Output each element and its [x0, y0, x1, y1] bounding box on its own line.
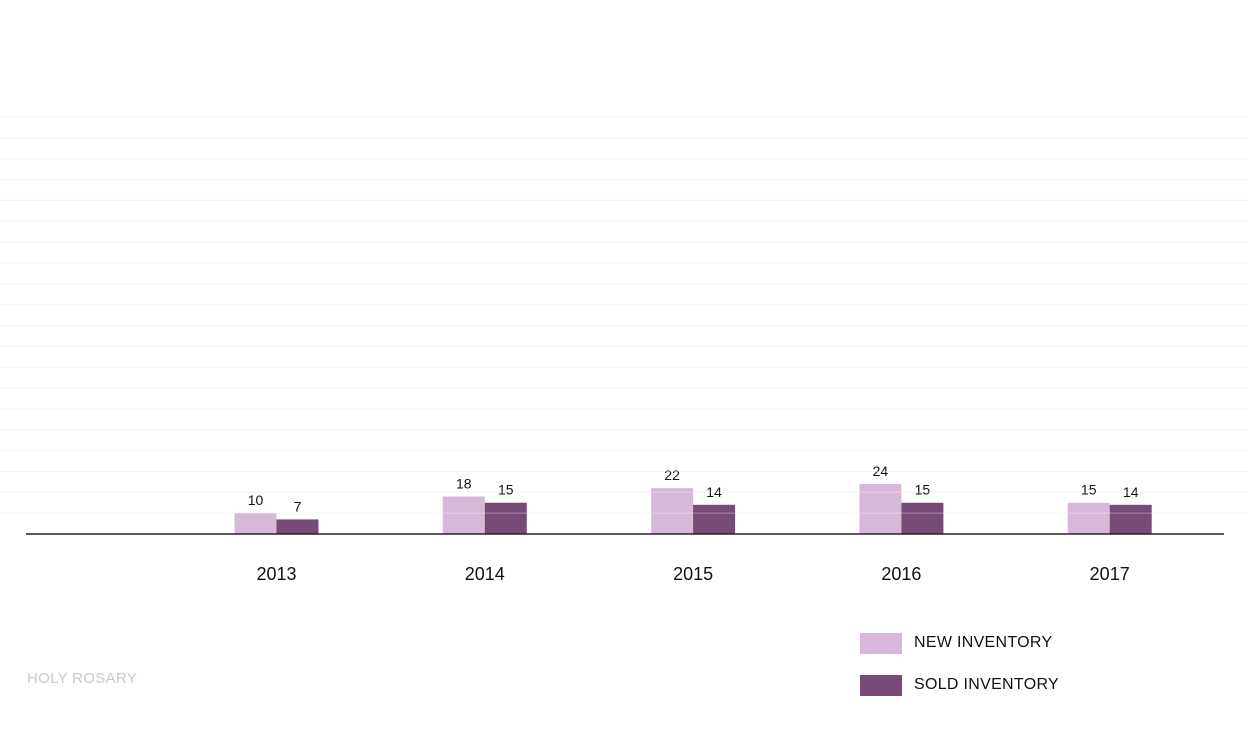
legend-swatch-sold-inventory	[860, 674, 902, 696]
bar-new-inventory-2014	[442, 496, 485, 534]
data-label-new-inventory-2017: 15	[1081, 482, 1097, 498]
bar-sold-inventory-2014	[484, 502, 527, 534]
data-label-sold-inventory-2017: 14	[1123, 484, 1139, 500]
x-tick-label-2017: 2017	[1090, 564, 1130, 584]
bar-sold-inventory-2015	[693, 504, 736, 534]
bar-new-inventory-2013	[234, 513, 277, 534]
bar-new-inventory-2016	[859, 483, 902, 534]
data-label-sold-inventory-2014: 15	[498, 482, 514, 498]
x-tick-label-2014: 2014	[465, 564, 505, 584]
data-label-sold-inventory-2015: 14	[706, 484, 722, 500]
bar-new-inventory-2017	[1067, 502, 1110, 534]
data-label-new-inventory-2015: 22	[664, 467, 680, 483]
data-label-new-inventory-2016: 24	[873, 463, 889, 479]
legend-swatch-new-inventory	[860, 632, 902, 654]
legend: NEW INVENTORY SOLD INVENTORY	[860, 622, 1160, 706]
x-tick-label-2015: 2015	[673, 564, 713, 584]
legend-label-sold-inventory: SOLD INVENTORY	[914, 676, 1059, 693]
legend-item-sold-inventory: SOLD INVENTORY	[860, 664, 1160, 706]
data-label-sold-inventory-2016: 15	[915, 482, 931, 498]
legend-item-new-inventory: NEW INVENTORY	[860, 622, 1160, 664]
bar-sold-inventory-2017	[1109, 504, 1152, 534]
bar-new-inventory-2015	[651, 488, 694, 534]
footer-label: HOLY ROSARY	[27, 670, 138, 687]
bar-sold-inventory-2016	[901, 502, 944, 534]
data-label-new-inventory-2014: 18	[456, 475, 472, 491]
data-label-sold-inventory-2013: 7	[294, 498, 302, 514]
x-tick-label-2013: 2013	[256, 564, 296, 584]
x-tick-label-2016: 2016	[881, 564, 921, 584]
legend-label-new-inventory: NEW INVENTORY	[914, 634, 1053, 651]
bar-sold-inventory-2013	[276, 519, 319, 534]
data-label-new-inventory-2013: 10	[248, 492, 264, 508]
